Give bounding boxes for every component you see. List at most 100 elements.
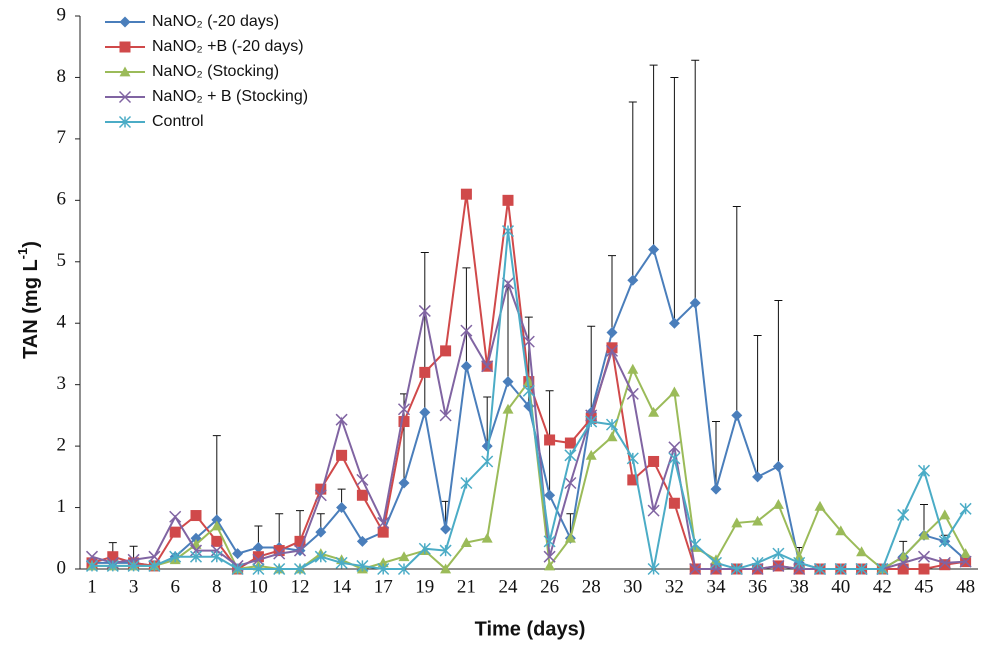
point: [689, 297, 701, 309]
point: [119, 41, 131, 53]
x-tick-label: 38: [790, 576, 809, 597]
point: [169, 526, 181, 538]
point: [293, 562, 307, 576]
x-tick-label: 1: [87, 576, 97, 597]
point: [377, 557, 389, 568]
point: [315, 526, 327, 538]
point: [959, 555, 972, 568]
y-axis-title-sup: -1: [15, 248, 30, 260]
point: [335, 556, 348, 569]
point: [897, 556, 910, 569]
point: [938, 556, 951, 569]
point: [834, 562, 847, 576]
point: [148, 550, 161, 563]
point: [418, 304, 431, 317]
point: [772, 460, 784, 472]
point: [605, 344, 619, 357]
y-tick-label: 9: [57, 4, 67, 25]
error-bar: [691, 59, 700, 303]
point: [772, 547, 785, 560]
point: [294, 535, 306, 547]
point: [647, 504, 660, 517]
point: [356, 559, 369, 572]
point: [377, 526, 389, 538]
point: [502, 376, 514, 388]
error-bar: [649, 64, 658, 250]
point: [211, 520, 223, 531]
point: [730, 562, 743, 576]
point: [793, 556, 806, 569]
point: [564, 476, 577, 490]
x-tick-label: 8: [212, 576, 222, 597]
point: [544, 560, 556, 571]
point: [585, 409, 598, 422]
point: [502, 194, 514, 206]
x-tick-label: 45: [915, 576, 934, 597]
point: [564, 437, 576, 449]
error-bar: [587, 325, 596, 413]
point: [564, 449, 577, 462]
y-axis-title-end: ): [20, 241, 42, 248]
point: [501, 225, 515, 238]
point: [522, 384, 535, 397]
point: [85, 559, 99, 572]
legend-label: NaNO₂ (-20 days): [152, 13, 279, 30]
point: [189, 544, 203, 557]
point: [252, 562, 265, 576]
error-bar: [732, 205, 741, 416]
point: [440, 345, 452, 357]
point: [398, 477, 410, 489]
x-tick-label: 42: [873, 576, 892, 597]
x-tick-label: 14: [332, 576, 352, 597]
x-tick-label: 12: [291, 576, 310, 597]
point: [648, 243, 660, 255]
point: [119, 16, 131, 28]
y-tick-label: 5: [57, 250, 67, 271]
point: [855, 562, 868, 576]
point: [419, 366, 431, 378]
point: [709, 556, 723, 569]
point: [813, 562, 827, 576]
point: [118, 90, 132, 104]
point: [106, 559, 119, 572]
point: [897, 551, 909, 562]
point: [356, 473, 369, 486]
point: [169, 550, 182, 563]
point: [917, 550, 931, 563]
series: [85, 225, 972, 576]
point: [814, 500, 826, 511]
point: [440, 563, 452, 574]
point: [377, 516, 390, 529]
point: [668, 452, 681, 465]
point: [460, 537, 472, 547]
point: [502, 403, 514, 414]
x-tick-label: 26: [540, 576, 559, 597]
point: [481, 532, 493, 543]
y-tick-label: 8: [57, 66, 67, 87]
point: [626, 387, 639, 400]
x-tick-label: 24: [499, 576, 519, 597]
point: [626, 452, 639, 465]
point: [314, 489, 327, 502]
x-tick-label: 21: [457, 576, 476, 597]
point: [751, 562, 764, 576]
point: [668, 441, 681, 454]
y-tick-label: 7: [57, 127, 67, 148]
point: [564, 532, 576, 543]
point: [835, 525, 847, 536]
x-tick-label: 6: [170, 576, 180, 597]
point: [398, 416, 410, 428]
point: [252, 551, 264, 563]
point: [627, 363, 639, 374]
point: [148, 559, 161, 572]
point: [731, 517, 743, 528]
y-tick-label: 1: [57, 496, 67, 517]
error-bar: [774, 299, 783, 467]
point: [752, 471, 764, 483]
y-tick-label: 0: [57, 557, 67, 578]
point: [959, 502, 972, 515]
point: [960, 548, 972, 559]
point: [752, 515, 764, 526]
point: [689, 538, 702, 551]
